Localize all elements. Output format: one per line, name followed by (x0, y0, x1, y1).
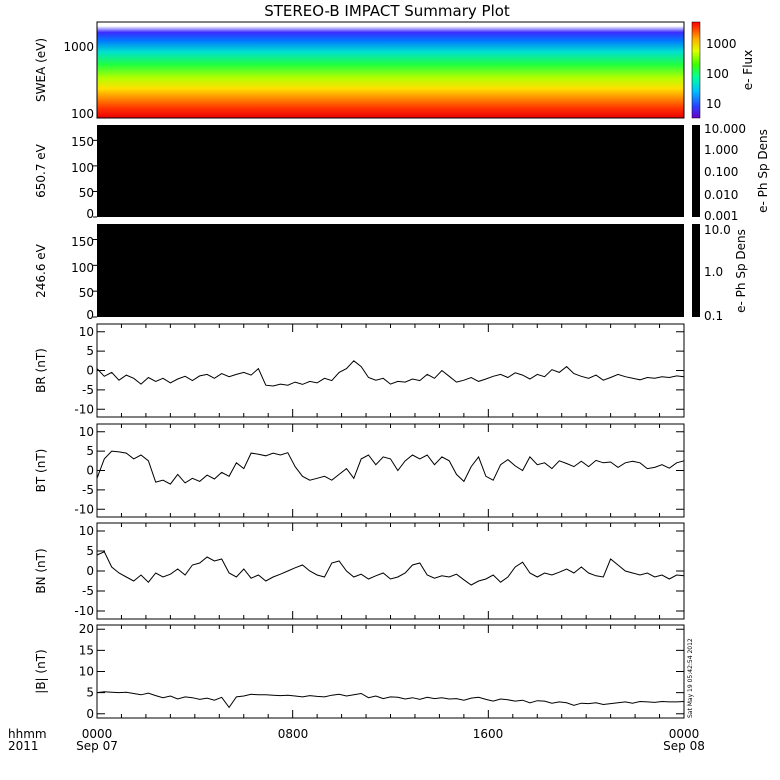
bt-ytick-label: -10 (74, 502, 94, 516)
swea-ylabel: SWEA (eV) (34, 38, 48, 102)
bn-ylabel: BN (nT) (34, 548, 48, 593)
pad-650-cbar-tick-0: 10.000 (704, 122, 746, 136)
pad-246-cbar-tick-0: 10.0 (704, 223, 731, 237)
bn-trace (96, 551, 685, 586)
bt-ytick-label: 0 (86, 464, 94, 478)
pad-650-cbar-tick-1: 1.000 (704, 143, 738, 157)
pad-650-cbar-tick-4: 0.001 (704, 209, 738, 223)
pad-650-cbar-label: e- Ph Sp Dens (756, 129, 770, 213)
pad-650-colorbar (692, 125, 700, 217)
bn-ytick-label: 0 (86, 564, 94, 578)
swea-colorbar (691, 21, 701, 119)
bt-frame (96, 423, 685, 518)
pad-650-cbar-tick-2: 0.100 (704, 165, 738, 179)
br-ytick-label: -10 (74, 402, 94, 416)
swea-spectrogram-fill (97, 26, 684, 118)
bt-ytick-label: 5 (86, 444, 94, 458)
time-tick-1: 0800 (278, 727, 309, 741)
bn-ytick-label: 10 (79, 524, 94, 538)
bmag-ylabel: |B| (nT) (34, 649, 48, 693)
time-tick-2: 1600 (473, 727, 504, 741)
timestamp-stamp: Sat May 19 05:42:54 2012 (687, 638, 694, 718)
time-tick-0: 0000 (82, 727, 113, 741)
swea-cbar-tick-2: 10 (706, 97, 721, 111)
br-ytick-label: -5 (82, 383, 94, 397)
bn-panel: 10 5 0 -5 -10 BN (nT) (34, 522, 685, 620)
br-ytick-label: 10 (79, 325, 94, 339)
bmag-ytick-label: 5 (86, 686, 94, 700)
figure-title: STEREO-B IMPACT Summary Plot (264, 2, 510, 20)
pad-650-tick-2: 50 (79, 186, 94, 200)
bmag-frame (96, 624, 685, 719)
pad-650-image (97, 125, 684, 217)
pad-246-tick-0: 150 (71, 235, 94, 249)
pad-246-colorbar (692, 224, 700, 317)
time-tick-3: 0000 (669, 727, 700, 741)
pad-650-panel: 150 100 50 0 650.7 eV 10.000 1.000 0.100… (34, 122, 770, 223)
date-label-end: Sep 08 (663, 739, 705, 753)
pad-650-cbar-tick-3: 0.010 (704, 188, 738, 202)
swea-panel: 1000 100 SWEA (eV) 1000 100 10 e- Flux (34, 21, 755, 121)
pad-246-cbar-label: e- Ph Sp Dens (734, 229, 748, 313)
bt-trace (96, 450, 685, 485)
pad-246-ylabel: 246.6 eV (34, 243, 48, 298)
bt-ytick-label: -5 (82, 483, 94, 497)
br-panel: 10 5 0 -5 -10 BR (nT) (34, 323, 685, 418)
bt-ylabel: BT (nT) (34, 449, 48, 493)
bt-panel: 10 5 0 -5 -10 BT (nT) (34, 423, 685, 518)
pad-246-panel: 150 100 50 0 246.6 eV 10.0 1.0 0.1 e- Ph… (34, 223, 748, 323)
br-ylabel: BR (nT) (34, 348, 48, 393)
bmag-ytick-label: 20 (79, 622, 94, 636)
pad-246-tick-2: 50 (79, 286, 94, 300)
bn-frame (96, 522, 685, 620)
swea-cbar-tick-1: 100 (706, 67, 729, 81)
pad-246-cbar-tick-1: 1.0 (704, 265, 723, 279)
pad-650-tick-0: 150 (71, 135, 94, 149)
pad-246-image (97, 224, 684, 317)
swea-cbar-tick-0: 1000 (706, 37, 737, 51)
pad-246-cbar-tick-2: 0.1 (704, 309, 723, 323)
swea-cbar-label: e- Flux (741, 50, 755, 90)
swea-tick-100: 100 (71, 107, 94, 121)
bn-ytick-label: -5 (82, 584, 94, 598)
bmag-panel: 20 15 10 5 0 |B| (nT) (34, 622, 685, 721)
bmag-ytick-label: 10 (79, 665, 94, 679)
br-frame (96, 323, 685, 418)
bmag-ytick-label: 0 (86, 707, 94, 721)
br-ytick-label: 0 (86, 364, 94, 378)
pad-246-tick-1: 100 (71, 261, 94, 275)
swea-frame (96, 21, 685, 119)
time-axis: hhmm 2011 0000 0800 1600 0000 Sep 07 Sep… (8, 727, 705, 753)
bmag-ytick-label: 15 (79, 643, 94, 657)
footer-year: 2011 (8, 739, 39, 753)
footer-hhmm: hhmm (8, 727, 47, 741)
bt-ytick-label: 10 (79, 425, 94, 439)
br-trace (96, 360, 685, 387)
bn-ytick-label: 5 (86, 544, 94, 558)
br-ytick-label: 5 (86, 344, 94, 358)
bn-ytick-label: -10 (74, 604, 94, 618)
pad-650-tick-3: 0 (86, 207, 94, 221)
bmag-trace (96, 691, 685, 709)
pad-246-tick-3: 0 (86, 308, 94, 322)
pad-650-tick-1: 100 (71, 161, 94, 175)
swea-tick-1000: 1000 (63, 40, 94, 54)
pad-650-ylabel: 650.7 eV (34, 143, 48, 198)
date-label-start: Sep 07 (76, 739, 118, 753)
